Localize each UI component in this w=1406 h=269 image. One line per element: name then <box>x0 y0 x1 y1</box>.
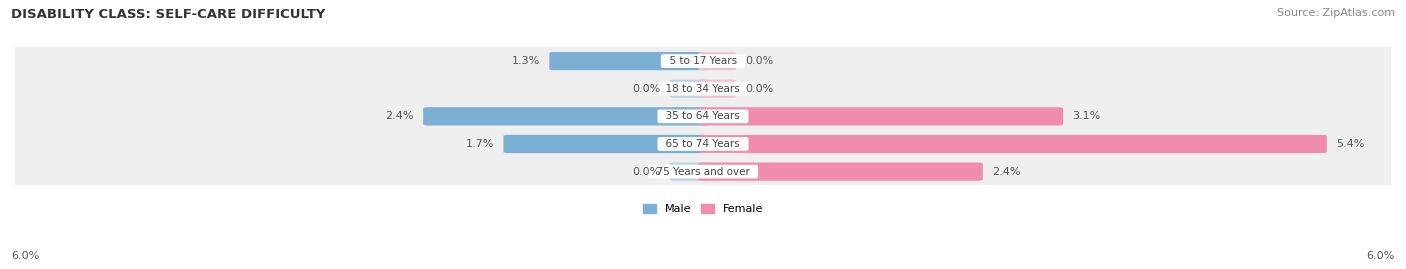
FancyBboxPatch shape <box>6 101 1400 131</box>
Text: DISABILITY CLASS: SELF-CARE DIFFICULTY: DISABILITY CLASS: SELF-CARE DIFFICULTY <box>11 8 326 21</box>
FancyBboxPatch shape <box>699 162 983 181</box>
Text: 75 Years and over: 75 Years and over <box>650 167 756 177</box>
Text: 0.0%: 0.0% <box>633 84 661 94</box>
FancyBboxPatch shape <box>669 80 707 98</box>
FancyBboxPatch shape <box>6 157 1400 186</box>
FancyBboxPatch shape <box>699 107 1063 125</box>
Text: 2.4%: 2.4% <box>385 111 413 121</box>
Text: 5.4%: 5.4% <box>1336 139 1364 149</box>
Text: 0.0%: 0.0% <box>745 56 773 66</box>
Text: 0.0%: 0.0% <box>745 84 773 94</box>
Text: 6.0%: 6.0% <box>1367 251 1395 261</box>
Text: 3.1%: 3.1% <box>1073 111 1101 121</box>
FancyBboxPatch shape <box>699 52 737 70</box>
FancyBboxPatch shape <box>503 135 707 153</box>
Text: 5 to 17 Years: 5 to 17 Years <box>662 56 744 66</box>
FancyBboxPatch shape <box>423 107 707 125</box>
FancyBboxPatch shape <box>6 129 1400 159</box>
Text: 1.3%: 1.3% <box>512 56 540 66</box>
Text: 65 to 74 Years: 65 to 74 Years <box>659 139 747 149</box>
Text: 2.4%: 2.4% <box>993 167 1021 177</box>
Text: 0.0%: 0.0% <box>633 167 661 177</box>
FancyBboxPatch shape <box>6 46 1400 76</box>
Text: Source: ZipAtlas.com: Source: ZipAtlas.com <box>1277 8 1395 18</box>
FancyBboxPatch shape <box>699 135 1327 153</box>
Text: 35 to 64 Years: 35 to 64 Years <box>659 111 747 121</box>
FancyBboxPatch shape <box>6 74 1400 104</box>
Legend: Male, Female: Male, Female <box>638 199 768 218</box>
Text: 18 to 34 Years: 18 to 34 Years <box>659 84 747 94</box>
Text: 6.0%: 6.0% <box>11 251 39 261</box>
FancyBboxPatch shape <box>550 52 707 70</box>
FancyBboxPatch shape <box>699 80 737 98</box>
Text: 1.7%: 1.7% <box>465 139 495 149</box>
FancyBboxPatch shape <box>669 162 707 181</box>
